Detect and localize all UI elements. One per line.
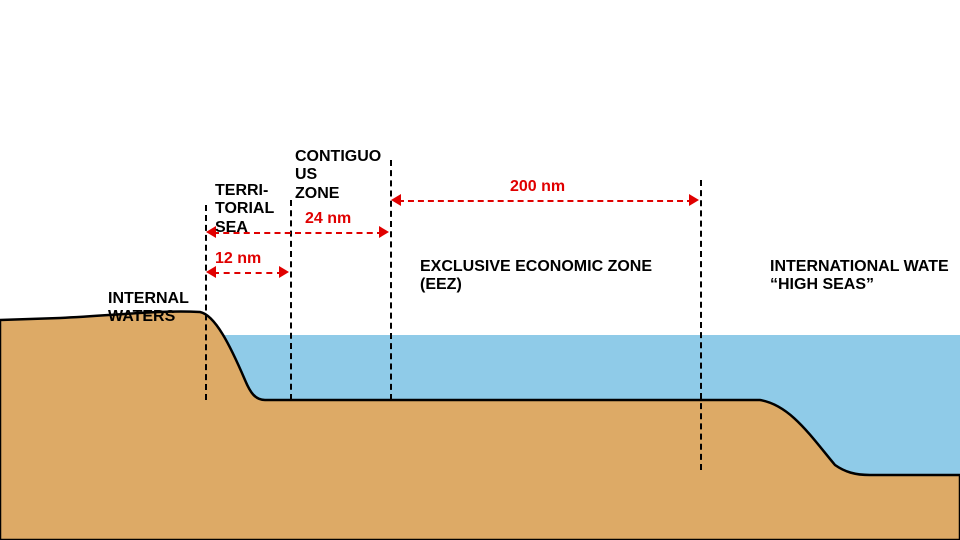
dimension-200nm-line: [398, 200, 693, 202]
dimension-200nm-arrow-left: [391, 194, 401, 206]
territorial-sea-label: TERRI- TORIAL SEA: [215, 182, 274, 237]
dimension-12nm-line: [213, 272, 283, 274]
contiguous-zone-label: CONTIGUO US ZONE: [295, 148, 381, 203]
dimension-200nm-arrow-right: [689, 194, 699, 206]
eez-boundary: [700, 180, 702, 470]
eez-label: EXCLUSIVE ECONOMIC ZONE (EEZ): [420, 258, 652, 295]
dimension-12nm-label: 12 nm: [215, 250, 261, 268]
dimension-24nm-label: 24 nm: [305, 210, 351, 228]
territorial-sea-boundary: [290, 200, 292, 400]
internal-waters-label: INTERNAL WATERS: [108, 290, 189, 327]
international-waters-label: INTERNATIONAL WATE “HIGH SEAS”: [770, 258, 949, 295]
dimension-200nm-label: 200 nm: [510, 178, 565, 196]
dimension-12nm-arrow-right: [279, 266, 289, 278]
dimension-24nm-arrow-right: [379, 226, 389, 238]
